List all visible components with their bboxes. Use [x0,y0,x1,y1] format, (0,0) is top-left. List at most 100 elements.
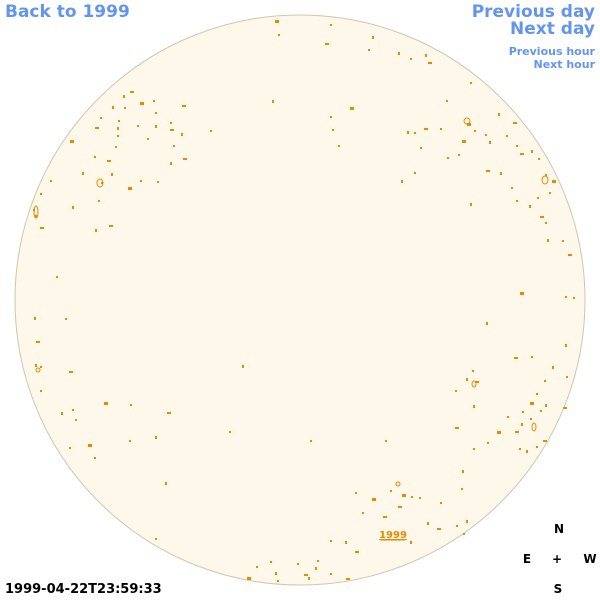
region-contour [401,180,403,183]
region-contour [395,481,401,487]
region-contour [117,127,119,130]
region-contour [520,292,524,295]
region-contour [368,49,370,51]
active-region-contours [33,20,575,582]
region-contour [140,180,142,182]
region-contour [111,173,113,176]
region-contour [183,158,187,160]
region-contour [35,215,37,218]
region-contour [565,344,567,347]
compass-east: E [522,552,532,566]
region-contour [65,318,67,320]
active-region-label[interactable]: 1999 [379,530,407,541]
region-contour [317,560,319,562]
region-contour [130,91,134,93]
region-contour [112,106,114,109]
region-contour [275,20,279,23]
region-contour [338,145,340,147]
region-contour [95,127,99,129]
region-contour [540,410,542,412]
previous-hour-link[interactable]: Previous hour [508,45,595,58]
back-to-year-link[interactable]: Back to 1999 [5,2,130,22]
region-contour [414,172,416,174]
region-contour [545,222,547,224]
region-contour [157,181,159,183]
region-contour [529,205,531,208]
region-contour [330,540,332,542]
region-contour [56,276,58,278]
region-contour [463,117,471,125]
region-contour [538,158,540,160]
region-contour [95,229,97,232]
region-contour [40,227,44,229]
region-contour [140,102,144,105]
region-contour [50,180,52,182]
region-contour [531,356,533,358]
region-contour [410,58,412,60]
region-contour [61,412,63,415]
region-contour [362,512,364,514]
region-contour [462,470,464,473]
region-contour [304,574,308,576]
solar-disk [14,14,586,586]
region-contour [470,203,472,206]
region-contour [520,153,524,155]
region-contour [545,174,547,176]
region-contour [521,423,523,426]
region-contour [463,533,465,535]
region-contour [568,254,572,256]
region-contour [40,366,42,368]
previous-day-link[interactable]: Previous day [471,2,595,22]
region-contour [153,100,155,102]
region-contour [277,580,279,582]
region-contour [372,498,376,501]
region-contour [537,197,539,199]
region-contour [35,364,37,367]
region-contour [428,62,432,64]
region-contour [530,418,532,420]
region-contour [466,378,468,381]
region-contour [330,573,332,575]
compass-west: W [583,552,597,566]
region-contour [515,431,519,433]
region-contour [411,496,413,498]
region-contour [497,431,501,434]
region-contour [181,133,183,136]
region-contour [475,381,479,383]
region-contour [310,440,312,442]
region-contour [516,145,518,147]
region-contour [36,341,40,343]
region-contour [170,129,174,131]
region-contour [470,82,472,84]
region-contour [34,317,36,320]
region-contour [155,125,157,128]
region-contour [117,135,119,137]
region-contour [424,128,428,130]
region-contour [506,135,508,137]
region-contour [256,566,258,568]
region-contour [88,444,92,447]
region-contour [308,577,310,580]
region-contour [96,178,104,188]
region-contour [540,216,544,218]
region-contour [35,367,41,373]
region-contour [531,150,533,153]
region-contour [372,36,374,39]
region-contour [94,156,96,158]
region-contour [242,365,244,368]
region-contour [345,541,347,544]
region-contour [414,132,416,134]
region-contour [472,370,474,372]
region-contour [350,107,354,110]
region-contour [330,24,332,26]
region-contour [270,561,272,563]
region-contour [118,120,120,122]
next-hour-link[interactable]: Next hour [533,58,596,71]
region-contour [446,100,448,102]
region-contour [170,162,172,165]
next-day-link[interactable]: Next day [510,19,595,39]
region-contour [440,502,442,504]
region-contour [123,95,125,98]
